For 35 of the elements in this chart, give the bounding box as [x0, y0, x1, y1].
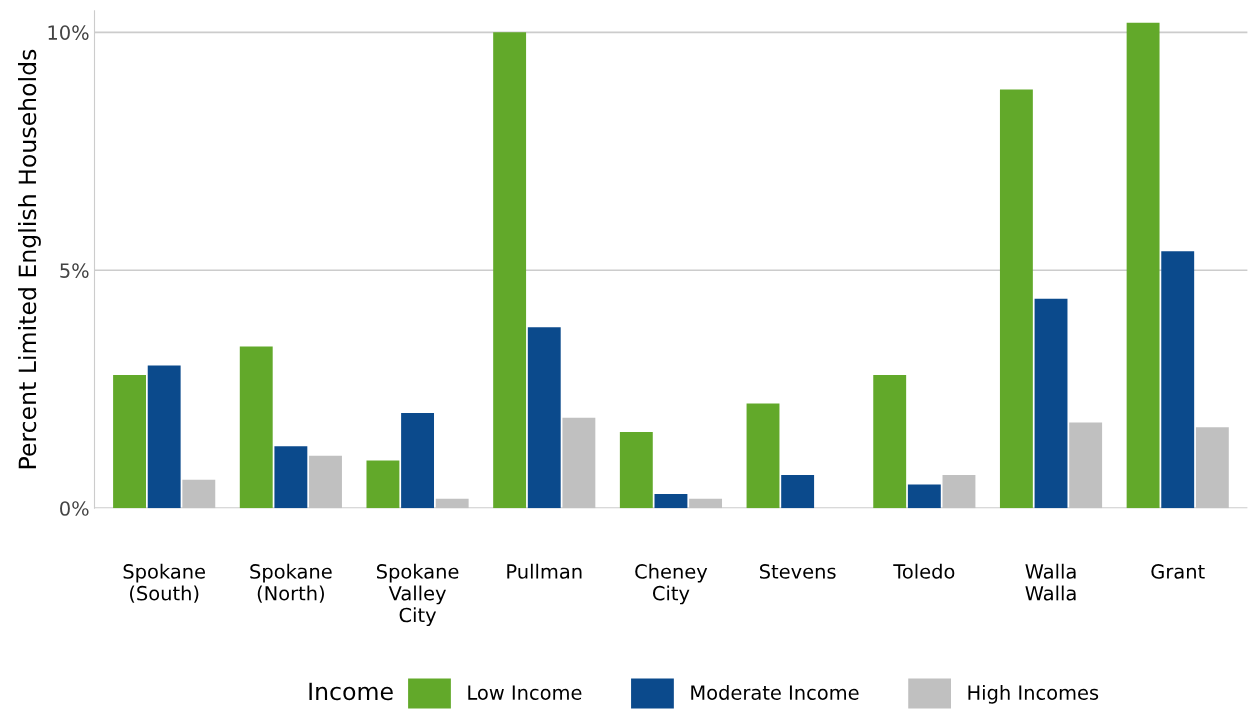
bar: [274, 446, 308, 509]
bar: [1034, 298, 1068, 509]
bar: [999, 89, 1033, 509]
legend-label: Low Income: [468, 685, 582, 700]
x-tick-label: Pullman: [507, 563, 582, 579]
legend-label: Moderate Income: [691, 684, 859, 700]
bar: [1161, 251, 1195, 509]
bar: [401, 413, 435, 509]
bar: [239, 346, 273, 509]
bar: [147, 365, 181, 509]
bar: [873, 374, 907, 509]
x-tick-label: Spokane Valley City: [376, 563, 459, 627]
x-tick-label: Cheney City: [635, 563, 708, 605]
legend-title: Income: [309, 682, 393, 701]
bar: [113, 374, 146, 509]
bar: [493, 32, 527, 509]
x-tick-label: Toledo: [893, 563, 955, 579]
bar: [746, 403, 780, 509]
x-tick-label: Spokane (North): [250, 563, 332, 603]
y-tick-label: 0%: [60, 501, 89, 516]
x-tick-label: Spokane (South): [123, 563, 205, 603]
bar: [654, 493, 688, 509]
y-axis-title: Percent Limited English Households: [18, 49, 41, 469]
y-tick-label: 5%: [60, 263, 89, 278]
bar: [1126, 22, 1160, 509]
y-tick-label: 10%: [48, 25, 89, 40]
bar: [781, 474, 815, 509]
bar: [619, 432, 653, 509]
bar: [527, 327, 561, 509]
legend-label: High Incomes: [968, 684, 1099, 704]
bar: [907, 484, 941, 509]
x-tick-label: Stevens: [760, 564, 836, 579]
bar: [366, 460, 400, 509]
x-tick-label: Grant: [1151, 564, 1205, 579]
x-tick-label: Walla Walla: [1025, 563, 1076, 601]
